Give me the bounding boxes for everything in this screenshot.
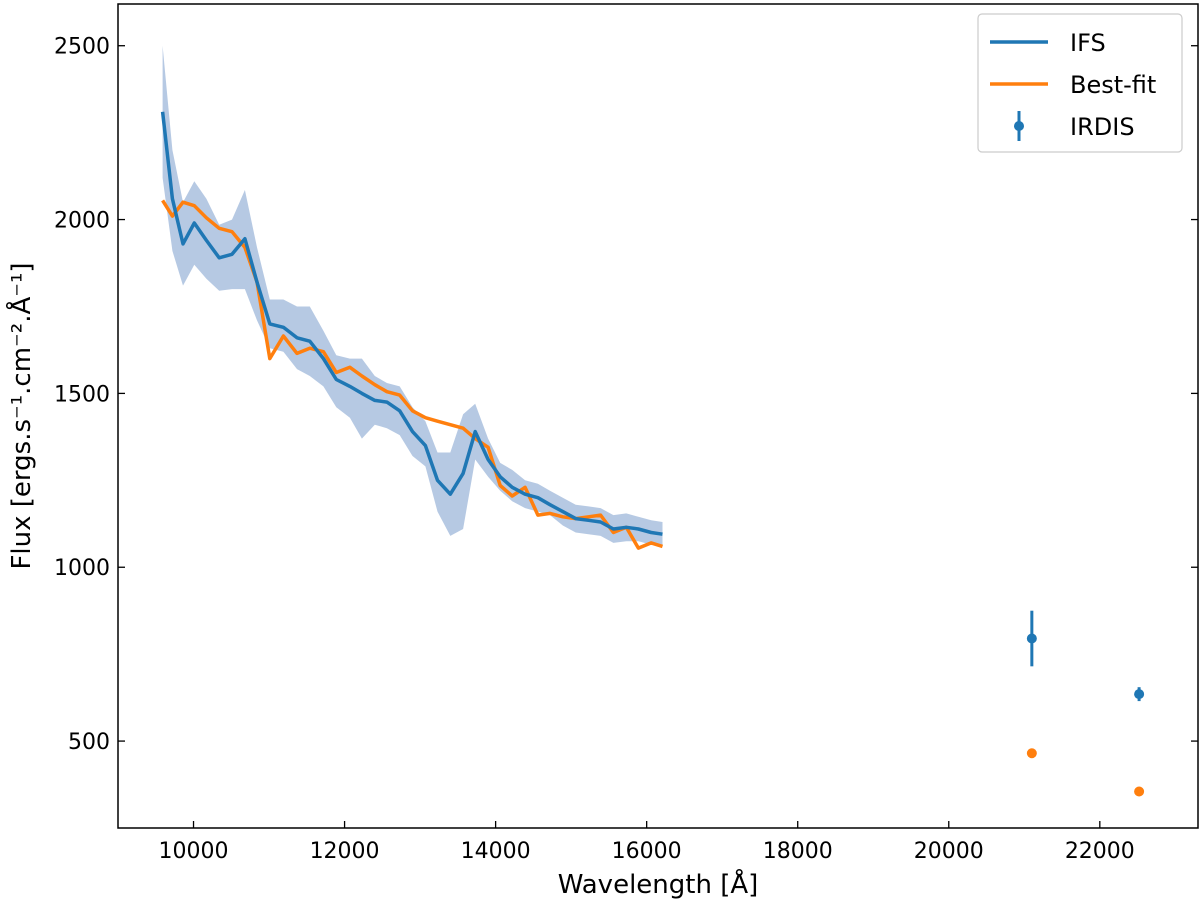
y-tick-label: 2000 [54, 209, 110, 234]
x-tick-label: 18000 [763, 839, 833, 864]
legend-ifs-label: IFS [1070, 29, 1106, 57]
plot-frame [117, 3, 1199, 829]
y-tick-label: 1500 [54, 382, 110, 407]
legend-irdis-label: IRDIS [1070, 113, 1135, 141]
bestfit-point [1134, 786, 1145, 797]
y-tick-label: 1000 [54, 556, 110, 581]
legend-irdis-marker [1014, 121, 1024, 131]
x-tick-label: 14000 [461, 839, 531, 864]
y-tick-label: 2500 [54, 35, 110, 60]
y-tick-label: 500 [68, 730, 110, 755]
irdis-point [1026, 633, 1037, 644]
x-tick-label: 20000 [914, 839, 984, 864]
x-tick-label: 16000 [612, 839, 682, 864]
x-axis-label: Wavelength [Å] [558, 868, 759, 900]
legend: IFS Best-fit IRDIS [977, 13, 1183, 153]
ifs-uncertainty-band [162, 45, 663, 547]
bestfit-point [1026, 748, 1037, 759]
x-tick-label: 10000 [159, 839, 229, 864]
x-tick-label: 12000 [310, 839, 380, 864]
y-axis-label: Flux [ergs.s⁻¹.cm⁻².Å⁻¹] [5, 262, 37, 569]
legend-bestfit-label: Best-fit [1070, 71, 1156, 99]
series-line-layer [160, 111, 664, 550]
point-layer [1026, 610, 1145, 797]
legend-box [977, 13, 1183, 153]
uncertainty-band-layer [162, 45, 663, 547]
ifs-line [160, 111, 663, 536]
tick-layer: 10000 12000 14000 16000 18000 20000 22000 500 10… [54, 35, 1198, 864]
irdis-point [1134, 689, 1145, 700]
x-tick-label: 22000 [1065, 839, 1135, 864]
